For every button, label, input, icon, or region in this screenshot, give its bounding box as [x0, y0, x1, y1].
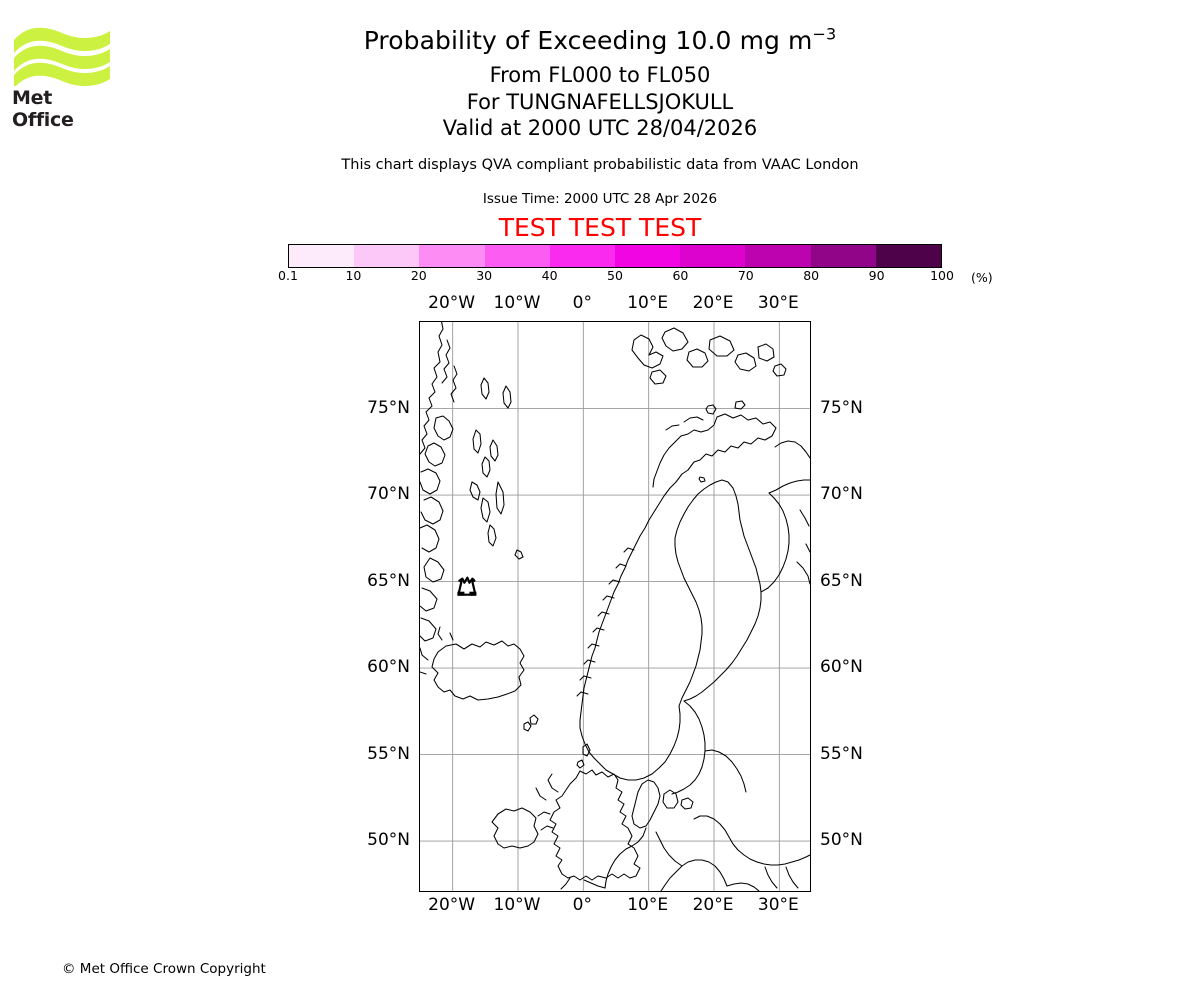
- colorbar-tick-10: 10: [345, 268, 362, 283]
- colorbar-segment-80-90: [810, 245, 876, 267]
- lat-label-left-50°N: 50°N: [367, 830, 410, 851]
- colorbar-segment-70-80: [745, 245, 811, 267]
- issue-time: Issue Time: 2000 UTC 28 Apr 2026: [482, 191, 718, 207]
- lat-label-right-60°N: 60°N: [820, 657, 863, 678]
- lat-label-left-65°N: 65°N: [367, 570, 410, 591]
- colorbar-segment-40-50: [549, 245, 616, 267]
- colorbar-gradient: [288, 244, 942, 268]
- map-canvas: [420, 322, 810, 891]
- colorbar-tick-100: 100: [930, 268, 954, 283]
- volcano-marker-icon: [457, 576, 477, 596]
- lon-label-bottom-10°W: 10°W: [493, 895, 541, 915]
- colorbar-tick-20: 20: [410, 268, 427, 283]
- page-title-text: Probability of Exceeding 10.0 mg m: [363, 26, 813, 55]
- lat-label-left-75°N: 75°N: [367, 397, 410, 418]
- map-plot-area: [419, 321, 811, 892]
- lat-label-right-75°N: 75°N: [820, 397, 863, 418]
- lon-label-bottom-20°W: 20°W: [428, 895, 476, 915]
- colorbar-tick-labels: 0.1 10 20 30 40 50 60 70 80 90 100: [0, 268, 1200, 288]
- valid-time: Valid at 2000 UTC 28/04/2026: [442, 116, 758, 140]
- lat-label-right-50°N: 50°N: [820, 830, 863, 851]
- met-office-logo: Met Office: [12, 20, 112, 131]
- lat-label-left-55°N: 55°N: [367, 743, 410, 764]
- lat-label-right-55°N: 55°N: [820, 743, 863, 764]
- lat-label-left-70°N: 70°N: [367, 484, 410, 505]
- map-gridlines: [420, 322, 810, 891]
- lat-label-right-65°N: 65°N: [820, 570, 863, 591]
- lon-label-top-10°W: 10°W: [493, 293, 541, 313]
- qva-compliance-note: This chart displays QVA compliant probab…: [341, 157, 859, 173]
- colorbar-segment-10-20: [354, 245, 420, 267]
- met-office-waves-icon: [14, 27, 110, 86]
- probability-colorbar: [288, 244, 942, 268]
- colorbar-tick-30: 30: [476, 268, 493, 283]
- colorbar-tick-70: 70: [737, 268, 754, 283]
- colorbar-segment-0.1-10: [289, 245, 355, 267]
- volcano-name-title: For TUNGNAFELLSJOKULL: [466, 90, 734, 114]
- lon-label-top-10°E: 10°E: [627, 293, 669, 313]
- lon-label-bottom-10°E: 10°E: [627, 895, 669, 915]
- colorbar-tick-0.1: 0.1: [278, 268, 298, 283]
- lat-label-right-70°N: 70°N: [820, 484, 863, 505]
- map-coastlines: [420, 322, 810, 891]
- colorbar-tick-60: 60: [672, 268, 689, 283]
- colorbar-unit-label: (%): [971, 270, 993, 285]
- page-title: Probability of Exceeding 10.0 mg m−3: [0, 26, 1200, 55]
- lon-label-bottom-30°E: 30°E: [757, 895, 799, 915]
- colorbar-tick-80: 80: [803, 268, 820, 283]
- colorbar-tick-40: 40: [541, 268, 558, 283]
- colorbar-segment-50-60: [615, 245, 681, 267]
- lon-label-top-30°E: 30°E: [757, 293, 799, 313]
- lon-label-top-20°W: 20°W: [428, 293, 476, 313]
- lon-label-bottom-20°E: 20°E: [692, 895, 734, 915]
- colorbar-tick-90: 90: [868, 268, 885, 283]
- colorbar-segment-90-100: [875, 245, 942, 267]
- lon-label-top-0°: 0°: [572, 293, 592, 313]
- lat-label-left-60°N: 60°N: [367, 657, 410, 678]
- test-banner: TEST TEST TEST: [498, 213, 702, 242]
- met-office-wordmark: Met Office: [12, 87, 74, 131]
- lon-label-top-20°E: 20°E: [692, 293, 734, 313]
- colorbar-tick-50: 50: [607, 268, 623, 283]
- flight-level-range: From FL000 to FL050: [489, 63, 711, 87]
- colorbar-segment-20-30: [419, 245, 485, 267]
- colorbar-segment-60-70: [680, 245, 746, 267]
- copyright-notice: © Met Office Crown Copyright: [62, 961, 266, 977]
- colorbar-segment-30-40: [484, 245, 550, 267]
- lon-label-bottom-0°: 0°: [572, 895, 592, 915]
- page-title-exponent: −3: [812, 24, 837, 44]
